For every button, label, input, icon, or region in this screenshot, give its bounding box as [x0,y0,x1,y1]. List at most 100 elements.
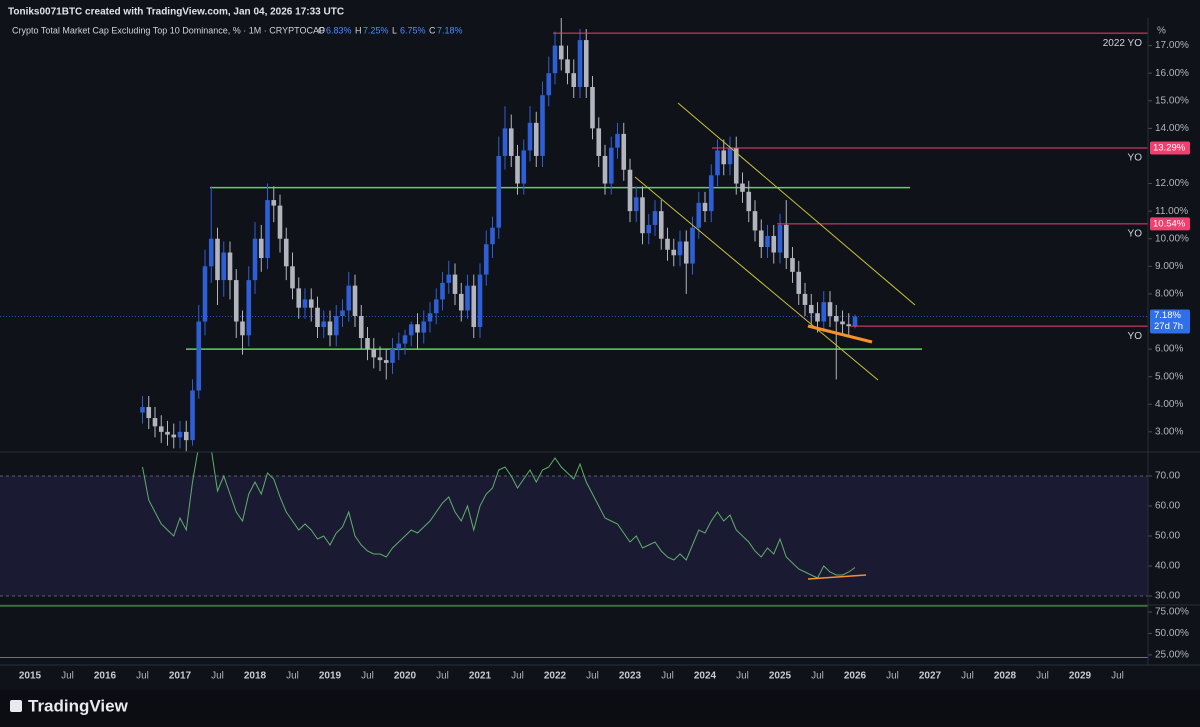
candle-body [496,155,502,228]
candle-body [840,321,845,325]
candle-body [152,418,158,427]
candle-body [290,266,295,289]
rsi-trend-line [807,574,867,580]
candle-body [383,360,389,363]
rsi-pane [0,452,1148,597]
x-tick-label: 2015 [19,671,42,682]
y-tick-label: 11.00% [1155,206,1188,217]
candle-body [790,258,795,272]
x-tick-label: 2022 [544,671,567,682]
candle-body [208,238,214,267]
axis-unit: % [1157,26,1166,37]
candle-body [727,147,733,165]
candle-body [565,59,570,74]
candle-body [696,202,702,228]
candle-body [846,324,852,327]
y-tick-label: 3.00% [1155,426,1183,437]
x-tick-label: Jul [211,671,224,682]
candle-body [740,183,745,192]
candle-body [321,321,327,328]
price-tag [1150,141,1190,155]
y-tick-label: 12.00% [1155,178,1189,189]
candle-body [708,175,714,212]
candle-body [415,324,420,333]
candle-body [158,426,164,432]
candle-body [296,288,302,308]
candle-body [340,310,345,316]
candle-body [483,244,489,275]
candle-body [615,133,620,148]
candle-body [833,315,839,322]
y-tick-label: 5.00% [1155,371,1183,382]
level-text: YO [1128,331,1143,342]
x-tick-label: Jul [136,671,149,682]
candle-body [515,155,520,184]
x-tick-label: Jul [736,671,749,682]
trend-line [807,324,873,344]
x-tick-label: Jul [511,671,524,682]
y-tick-label: 8.00% [1155,289,1183,300]
countdown-label: 27d 7h [1154,321,1183,332]
legend-value: 6.83% [326,25,352,35]
candle-body [346,285,352,311]
candle-body [365,338,370,350]
candle-body [783,224,789,259]
candle-body [521,150,527,184]
candle-body [621,133,627,170]
candle-body [746,191,752,212]
x-tick-label: 2021 [469,671,492,682]
candle-body [333,315,339,336]
candle-body [146,407,152,419]
candle-body [477,274,483,328]
x-tick-label: 2029 [1069,671,1092,682]
rsi-line [142,452,856,579]
candle-body [771,235,777,253]
level-text: YO [1128,228,1143,239]
candle-body [283,238,289,267]
candle-body [658,211,664,239]
candle-body [652,211,658,225]
candle-body [177,431,183,438]
candle-body [690,227,695,264]
candle-body [665,238,670,250]
candle-body [590,86,595,129]
candle-body [227,252,233,281]
legend-key: H [355,25,362,35]
candle-body [608,147,614,184]
chart-title: Crypto Total Market Cap Excluding Top 10… [12,25,325,35]
candle-body [721,150,727,165]
candle-body [196,321,202,391]
candle-body [671,249,677,256]
candle-body [215,238,220,281]
drawings [634,102,916,580]
candle-body [596,128,602,156]
candle-body [140,407,145,413]
candle-body [827,302,833,316]
x-tick-label: 2028 [994,671,1017,682]
x-tick-label: Jul [961,671,974,682]
y-tick-label: 14.00% [1155,123,1189,134]
logo: TradingView [10,696,129,715]
candle-body [408,324,414,336]
candle-body [427,313,433,322]
x-tick-label: 2023 [619,671,642,682]
candle-body [502,128,508,156]
candle-body [258,238,264,259]
x-tick-label: 2020 [394,671,417,682]
candle-body [165,431,170,435]
candle-body [396,343,402,350]
candle-body [558,45,564,60]
candle-body [471,285,477,328]
candle-body [571,73,577,87]
candle-body [715,150,720,176]
candle-body [677,241,683,256]
rsi-tick-label: 50.00 [1155,531,1180,542]
overlay: O 6.83% H 7.25% L 6.75% C 7.18%17.00%16.00%15.0… [0,25,1190,682]
candle-body [765,235,770,248]
candle-body [815,313,820,322]
candle-body [702,202,708,212]
y-tick-label: 4.00% [1155,399,1183,410]
candle-body [602,155,608,184]
y-tick-label: 6.00% [1155,344,1183,355]
